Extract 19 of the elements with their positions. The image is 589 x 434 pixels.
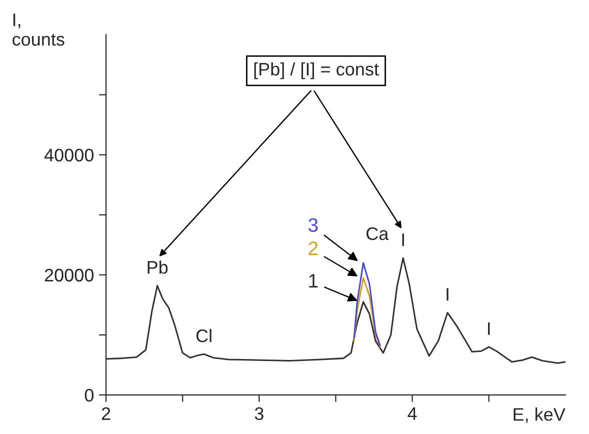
x-axis-title: E, keV [514,408,566,423]
annotation: I [488,322,490,335]
y-tick-label: 40000 [44,148,94,162]
x-tick-label: 2 [102,407,110,420]
text: 3 [308,218,318,232]
annotation: Pb [148,260,168,274]
x-tick-label: 3 [254,407,264,420]
annotation: I [402,234,404,246]
annotation: Ca [366,227,389,240]
y-tick-label: 20000 [44,268,94,282]
annotation: I [446,288,448,301]
annotation: Cl [196,328,212,342]
y-axis-title: I, counts [12,14,64,46]
y-tick-label: 0 [84,388,94,402]
line-series [353,277,381,348]
text: 1 [309,274,318,288]
text: 2 [308,242,318,256]
annotation: [Pb] / [I] = const [254,62,379,80]
x-tick-label: 4 [408,407,417,420]
